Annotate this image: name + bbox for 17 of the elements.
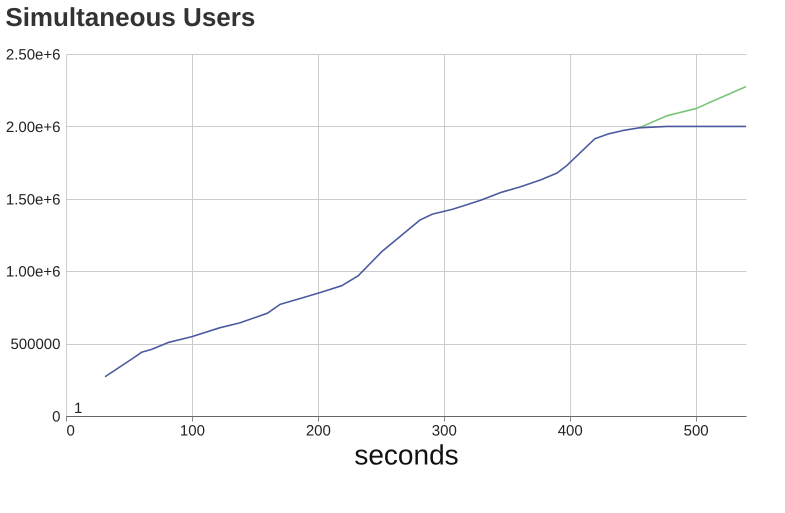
y-tick-label: 500000 [10, 336, 60, 354]
x-tick-label: 300 [432, 422, 457, 440]
x-tick-label: 0 [66, 422, 75, 440]
line-series [104, 126, 747, 378]
y-tick-label: 2.50e+6 [6, 46, 60, 64]
line-series [638, 86, 747, 129]
y-tick-label: 0 [52, 408, 60, 426]
chart-title: Simultaneous Users [5, 2, 256, 32]
x-tick-label: 500 [684, 422, 709, 440]
y-tick-label: 1.00e+6 [6, 264, 60, 281]
annotation: 1 [74, 400, 82, 417]
x-tick-label: 100 [180, 422, 205, 440]
x-axis-title: seconds [354, 440, 459, 470]
y-tick-label: 2.00e+6 [6, 118, 60, 136]
x-tick-label: 200 [306, 422, 331, 440]
x-tick-label: 400 [558, 422, 583, 440]
y-tick-label: 1.50e+6 [6, 191, 60, 208]
